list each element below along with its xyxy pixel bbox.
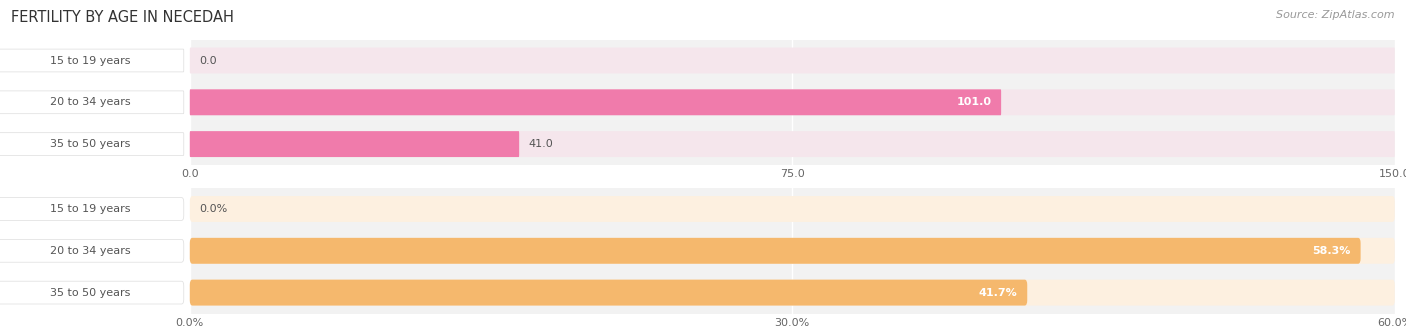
FancyBboxPatch shape: [0, 49, 184, 72]
Text: 15 to 19 years: 15 to 19 years: [51, 204, 131, 214]
Text: 15 to 19 years: 15 to 19 years: [51, 55, 131, 65]
Text: 0.0%: 0.0%: [200, 204, 228, 214]
Text: 35 to 50 years: 35 to 50 years: [51, 288, 131, 298]
FancyBboxPatch shape: [190, 238, 1395, 264]
Text: 0.0: 0.0: [200, 55, 217, 65]
Text: 20 to 34 years: 20 to 34 years: [51, 97, 131, 107]
FancyBboxPatch shape: [190, 131, 519, 157]
FancyBboxPatch shape: [0, 239, 184, 262]
FancyBboxPatch shape: [0, 133, 184, 155]
FancyBboxPatch shape: [190, 196, 1395, 222]
FancyBboxPatch shape: [0, 198, 184, 220]
Text: 35 to 50 years: 35 to 50 years: [51, 139, 131, 149]
FancyBboxPatch shape: [190, 131, 1395, 157]
FancyBboxPatch shape: [190, 89, 1001, 115]
FancyBboxPatch shape: [0, 91, 184, 114]
Text: FERTILITY BY AGE IN NECEDAH: FERTILITY BY AGE IN NECEDAH: [11, 10, 235, 25]
Text: 41.7%: 41.7%: [979, 288, 1018, 298]
Text: Source: ZipAtlas.com: Source: ZipAtlas.com: [1277, 10, 1395, 20]
FancyBboxPatch shape: [0, 281, 184, 304]
FancyBboxPatch shape: [190, 280, 1028, 306]
Text: 101.0: 101.0: [956, 97, 991, 107]
FancyBboxPatch shape: [190, 280, 1395, 306]
FancyBboxPatch shape: [190, 89, 1395, 115]
Text: 58.3%: 58.3%: [1313, 246, 1351, 256]
Text: 20 to 34 years: 20 to 34 years: [51, 246, 131, 256]
Text: 41.0: 41.0: [529, 139, 554, 149]
FancyBboxPatch shape: [190, 238, 1361, 264]
FancyBboxPatch shape: [190, 48, 1395, 74]
